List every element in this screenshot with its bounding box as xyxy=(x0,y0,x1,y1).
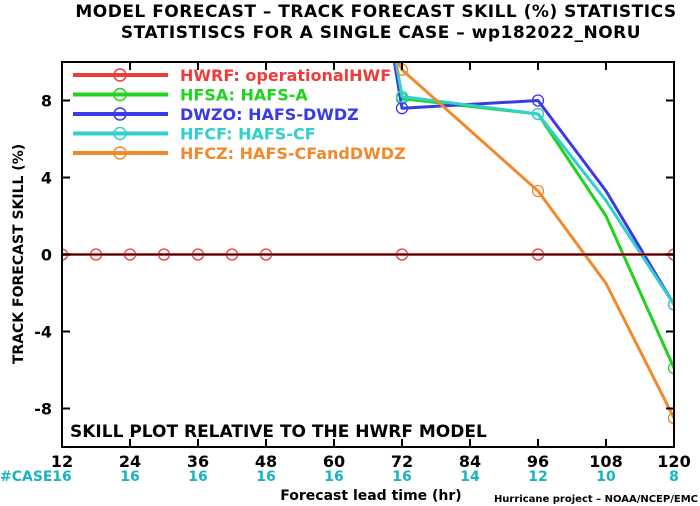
x-tick-label: 48 xyxy=(255,452,277,471)
case-count: 16 xyxy=(52,469,71,485)
case-count: 12 xyxy=(528,469,547,485)
legend-label: HFCZ: HAFS-CFandDWDZ xyxy=(180,144,406,163)
x-tick-label: 120 xyxy=(657,452,690,471)
y-tick-label: 8 xyxy=(41,92,52,111)
legend-item: DWZO: HAFS-DWDZ xyxy=(73,105,359,124)
legend-label: HWRF: operationalHWF xyxy=(180,66,391,85)
legend-marker xyxy=(113,146,127,160)
x-tick-label: 12 xyxy=(51,452,73,471)
x-tick-label: 24 xyxy=(119,452,141,471)
legend-item: HFCZ: HAFS-CFandDWDZ xyxy=(73,144,406,163)
y-tick-label: 0 xyxy=(41,246,52,265)
x-tick-label: 60 xyxy=(323,452,345,471)
legend-item: HFSA: HAFS-A xyxy=(73,86,308,105)
series-marker xyxy=(531,94,545,107)
y-tick-label: -8 xyxy=(34,400,52,419)
case-count: 16 xyxy=(188,469,207,485)
legend-item: HFCF: HAFS-CF xyxy=(73,125,316,144)
x-axis-label: Forecast lead time (hr) xyxy=(280,488,461,504)
case-count: 14 xyxy=(460,469,480,485)
series-marker xyxy=(531,184,545,198)
case-count: 16 xyxy=(392,469,411,485)
chart-title: MODEL FORECAST – TRACK FORECAST SKILL (%… xyxy=(75,2,676,22)
case-count: 16 xyxy=(120,469,139,485)
legend-label: HFSA: HAFS-A xyxy=(180,86,308,105)
series-1 xyxy=(394,62,674,375)
series-line xyxy=(392,62,674,306)
x-tick-label: 84 xyxy=(459,452,481,471)
series-3 xyxy=(394,62,674,311)
x-tick-label: 36 xyxy=(187,452,209,471)
legend-item: HWRF: operationalHWF xyxy=(73,66,391,85)
legend-marker xyxy=(113,68,127,82)
x-tick-label: 108 xyxy=(589,452,622,471)
case-count: 16 xyxy=(324,469,343,485)
legend-marker xyxy=(113,107,127,121)
series-line xyxy=(397,62,674,419)
legend-label: HFCF: HAFS-CF xyxy=(180,125,316,144)
case-count: 16 xyxy=(256,469,275,485)
series-marker xyxy=(531,107,545,121)
series-marker xyxy=(667,298,674,311)
case-count: 10 xyxy=(596,469,616,485)
x-axis: 12 24 36 48 60 72 84 96 108 120 xyxy=(51,62,691,471)
y-tick-label: -4 xyxy=(34,323,52,342)
series-marker xyxy=(395,90,409,103)
y-axis-label: TRACK FORECAST SKILL (%) xyxy=(11,144,27,364)
series-line xyxy=(394,62,674,369)
case-count-row: 16 16 16 16 16 16 14 12 10 8 xyxy=(52,469,679,485)
legend-label: DWZO: HAFS-DWDZ xyxy=(180,105,359,124)
credit-text: Hurricane project – NOAA/NCEP/EMC xyxy=(494,494,698,505)
y-axis: -8 -4 0 4 8 xyxy=(34,92,674,419)
series-line xyxy=(394,62,674,306)
case-label: #CASE xyxy=(0,469,53,485)
series-4 xyxy=(395,62,674,425)
x-tick-label: 72 xyxy=(391,452,413,471)
legend-marker xyxy=(113,87,127,102)
series-marker xyxy=(667,361,674,375)
legend-marker xyxy=(113,126,127,141)
case-count: 8 xyxy=(669,469,679,485)
series-marker xyxy=(667,411,674,425)
x-tick-label: 96 xyxy=(527,452,549,471)
series-layer xyxy=(62,62,674,425)
skill-annotation: SKILL PLOT RELATIVE TO THE HWRF MODEL xyxy=(70,422,487,442)
y-tick-label: 4 xyxy=(41,169,52,188)
chart-subtitle: STATISTISCS FOR A SINGLE CASE – wp182022… xyxy=(121,23,641,43)
